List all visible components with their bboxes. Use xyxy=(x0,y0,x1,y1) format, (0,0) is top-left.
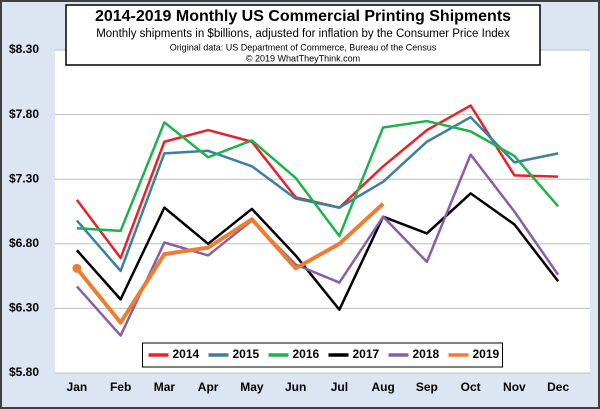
legend-label: 2019 xyxy=(473,347,500,361)
plot-area xyxy=(55,50,590,373)
x-tick-label: Oct xyxy=(461,380,481,394)
series-line xyxy=(75,153,560,337)
series-line xyxy=(75,202,385,325)
point-marker xyxy=(72,263,82,273)
legend-label: 2016 xyxy=(293,347,320,361)
x-tick-label: May xyxy=(240,380,264,394)
x-tick-label: Dec xyxy=(547,380,569,394)
x-tick-label: Sep xyxy=(416,380,438,394)
x-tick-label: Feb xyxy=(110,380,131,394)
lines xyxy=(72,104,560,337)
legend-label: 2017 xyxy=(353,347,380,361)
title-box xyxy=(65,4,541,66)
x-tick-label: Apr xyxy=(198,380,219,394)
x-tick-label: Nov xyxy=(503,380,526,394)
legend-label: 2018 xyxy=(413,347,440,361)
y-tick-label: $8.30 xyxy=(9,42,39,56)
x-tick-label: Mar xyxy=(154,380,176,394)
x-tick-label: Jul xyxy=(331,380,348,394)
series-line xyxy=(76,119,560,238)
x-tick-label: Aug xyxy=(371,380,394,394)
annotation: Original data: US Department of Commerce… xyxy=(170,42,437,52)
legend-label: 2015 xyxy=(233,347,260,361)
y-tick-label: $6.80 xyxy=(9,236,39,250)
x-tick-label: Jun xyxy=(285,380,306,394)
chart-subtitle: Monthly shipments in $billions, adjusted… xyxy=(96,28,510,40)
series-line xyxy=(75,192,560,311)
y-tick-label: $7.80 xyxy=(9,107,39,121)
y-tick-label: $6.30 xyxy=(9,301,39,315)
y-tick-label: $5.80 xyxy=(9,365,39,379)
x-tick-label: Jan xyxy=(67,380,88,394)
series-line xyxy=(75,115,559,273)
legend-label: 2014 xyxy=(173,347,200,361)
chart-title: 2014-2019 Monthly US Commercial Printing… xyxy=(95,8,511,25)
legend-box xyxy=(142,342,503,368)
y-tick-label: $7.30 xyxy=(9,171,39,185)
annotation: © 2019 WhatTheyThink.com xyxy=(246,53,360,63)
